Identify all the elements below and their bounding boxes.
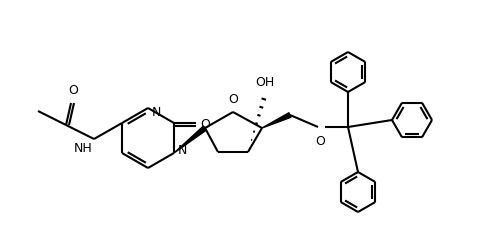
- Text: OH: OH: [255, 76, 275, 89]
- Polygon shape: [174, 126, 206, 153]
- Text: N: N: [178, 144, 187, 156]
- Text: O: O: [200, 118, 210, 130]
- Text: O: O: [68, 84, 78, 97]
- Text: O: O: [315, 135, 325, 148]
- Polygon shape: [262, 113, 291, 128]
- Text: NH: NH: [73, 142, 92, 155]
- Text: O: O: [228, 93, 238, 106]
- Text: N: N: [152, 105, 162, 119]
